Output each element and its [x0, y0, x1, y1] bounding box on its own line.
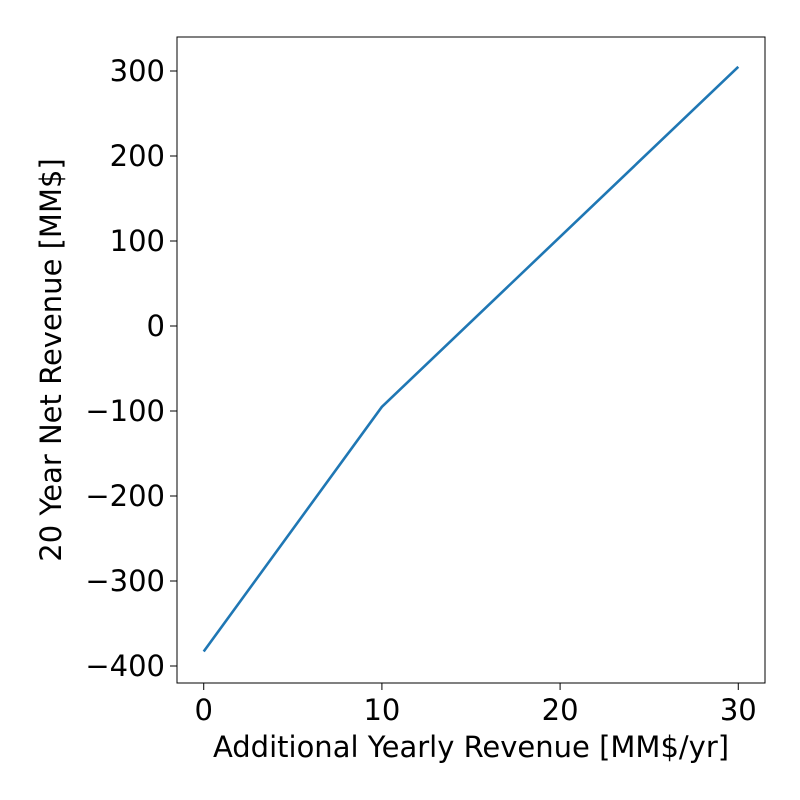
y-tick-label: −100: [85, 394, 165, 428]
y-tick-label: 300: [110, 54, 165, 88]
y-tick-label: 100: [110, 224, 165, 258]
x-tick-label: 20: [542, 693, 579, 727]
plot-frame: [176, 36, 766, 684]
series-layer: [202, 65, 740, 653]
x-axis-ticks: 0 10 20 30: [195, 683, 757, 727]
x-axis-title: Additional Yearly Revenue [MM$/yr]: [213, 730, 729, 764]
y-tick-label: 0: [147, 309, 165, 343]
x-tick-label: 0: [195, 693, 213, 727]
series-line: [202, 65, 740, 653]
y-tick-label: −400: [85, 649, 165, 683]
y-axis-title: 20 Year Net Revenue [MM$]: [34, 158, 68, 562]
y-tick-label: −300: [85, 564, 165, 598]
y-tick-label: −200: [85, 479, 165, 513]
x-tick-label: 30: [720, 693, 757, 727]
y-axis-ticks: −400 −300 −200 −100 0 100 200 300: [85, 54, 177, 683]
x-tick-label: 10: [363, 693, 400, 727]
y-tick-label: 200: [110, 139, 165, 173]
